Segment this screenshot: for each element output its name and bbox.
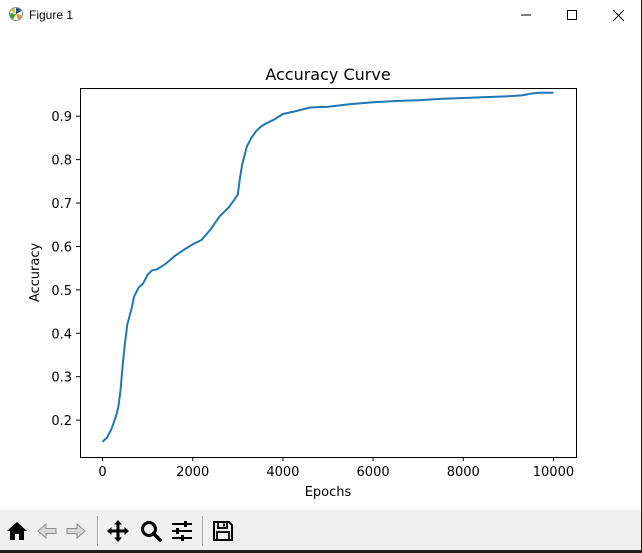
close-button[interactable]: [595, 0, 641, 30]
minimize-icon: [521, 10, 531, 20]
chart-title: Accuracy Curve: [265, 65, 390, 84]
zoom-icon: [139, 519, 163, 543]
zoom-button[interactable]: [137, 517, 165, 545]
y-tick-label: 0.9: [51, 110, 72, 125]
forward-button[interactable]: [62, 517, 90, 545]
home-icon: [5, 519, 29, 543]
y-tick-label: 0.8: [51, 154, 72, 169]
y-tick-label: 0.3: [51, 371, 72, 386]
x-tick-label: 4000: [266, 465, 299, 480]
accuracy-chart: Accuracy Curve 0 2000 4000 6000 8000 10000 0.2 0…: [28, 65, 577, 500]
x-tick-label: 6000: [357, 465, 390, 480]
y-tick-label: 0.4: [51, 327, 72, 342]
navigation-toolbar: [0, 510, 641, 550]
window-bottom-border: [0, 550, 642, 553]
x-tick-label: 8000: [447, 465, 480, 480]
x-axis-label: Epochs: [305, 485, 352, 500]
title-bar[interactable]: Figure 1: [0, 0, 641, 30]
toolbar-separator: [97, 516, 99, 546]
save-icon: [211, 519, 235, 543]
y-axis-label: Accuracy: [28, 243, 43, 303]
x-tick-label: 0: [98, 465, 106, 480]
forward-icon: [64, 519, 88, 543]
close-icon: [612, 9, 624, 21]
x-tick-label: 2000: [176, 465, 209, 480]
pan-icon: [106, 519, 130, 543]
back-button[interactable]: [33, 517, 61, 545]
y-tick-label: 0.5: [51, 284, 72, 299]
configure-subplots-icon: [170, 519, 194, 543]
accuracy-series-line: [101, 91, 554, 443]
y-tick-label: 0.6: [51, 240, 72, 255]
maximize-button[interactable]: [549, 0, 595, 30]
matplotlib-icon: [8, 6, 24, 22]
figure-canvas[interactable]: Accuracy Curve 0 2000 4000 6000 8000 10000 0.2 0…: [0, 30, 641, 510]
window-title: Figure 1: [29, 8, 74, 22]
x-tick-label: 10000: [533, 465, 574, 480]
y-tick-label: 0.7: [51, 197, 72, 212]
configure-subplots-button[interactable]: [168, 517, 196, 545]
pan-button[interactable]: [104, 517, 132, 545]
minimize-button[interactable]: [503, 0, 549, 30]
back-icon: [35, 519, 59, 543]
save-button[interactable]: [209, 517, 237, 545]
axes-frame: [80, 88, 577, 458]
toolbar-separator: [202, 516, 204, 546]
y-tick-label: 0.2: [51, 414, 72, 429]
home-button[interactable]: [3, 517, 31, 545]
maximize-icon: [567, 10, 577, 20]
